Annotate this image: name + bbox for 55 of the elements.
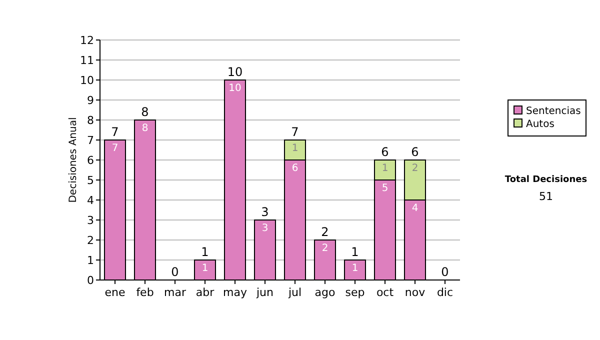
- total-label: 0: [441, 265, 449, 279]
- data-label: 4: [412, 203, 418, 214]
- y-axis-title: Decisiones Anual: [68, 117, 79, 203]
- y-tick-label: 4: [87, 194, 94, 207]
- y-tick-label: 2: [87, 234, 94, 247]
- data-label: 8: [142, 123, 148, 134]
- x-tick-label: dic: [436, 286, 454, 299]
- x-tick-label: jun: [256, 286, 274, 299]
- total-label: 8: [141, 105, 149, 119]
- total-label: 7: [111, 125, 119, 139]
- data-label: 5: [382, 183, 388, 194]
- data-label: 2: [322, 243, 328, 254]
- text: Total Decisiones: [504, 175, 588, 185]
- legend-label: Autos: [526, 119, 554, 130]
- total-label: 3: [261, 205, 269, 219]
- y-tick-label: 8: [87, 114, 94, 127]
- x-tick-label: oct: [376, 286, 394, 299]
- x-tick-label: abr: [196, 286, 215, 299]
- data-label: 1: [202, 263, 208, 274]
- total-label: 2: [321, 225, 329, 239]
- y-tick-label: 10: [80, 74, 94, 87]
- y-tick-label: 11: [80, 54, 94, 67]
- y-tick-label: 3: [87, 214, 94, 227]
- y-tick-label: 0: [87, 274, 94, 287]
- x-tick-label: feb: [136, 286, 154, 299]
- x-tick-label: ene: [104, 286, 126, 299]
- data-label: 10: [228, 83, 242, 94]
- y-tick-label: 1: [87, 254, 94, 267]
- total-label: 1: [351, 245, 359, 259]
- x-tick-label: jul: [287, 286, 302, 299]
- total-label: 10: [227, 65, 243, 79]
- data-label: 1: [382, 163, 388, 174]
- y-tick-label: 5: [87, 174, 94, 187]
- y-tick-label: 6: [87, 154, 94, 167]
- text: 51: [539, 190, 553, 203]
- data-label: 6: [292, 163, 298, 174]
- total-label: 6: [381, 145, 389, 159]
- legend-label: Sentencias: [526, 106, 581, 117]
- data-label: 7: [112, 143, 118, 154]
- x-tick-label: ago: [314, 286, 336, 299]
- x-tick-label: nov: [404, 286, 426, 299]
- total-label: 6: [411, 145, 419, 159]
- total-label: 1: [201, 245, 209, 259]
- data-label: 3: [262, 223, 268, 234]
- x-tick-label: may: [223, 286, 248, 299]
- y-tick-label: 7: [87, 134, 94, 147]
- data-label: 1: [352, 263, 358, 274]
- x-tick-label: mar: [164, 286, 186, 299]
- total-label: 7: [291, 125, 299, 139]
- y-tick-label: 12: [80, 34, 94, 47]
- data-label: 1: [292, 143, 298, 154]
- data-label: 2: [412, 163, 418, 174]
- x-tick-label: sep: [345, 286, 365, 299]
- total-label: 0: [171, 265, 179, 279]
- y-tick-label: 9: [87, 94, 94, 107]
